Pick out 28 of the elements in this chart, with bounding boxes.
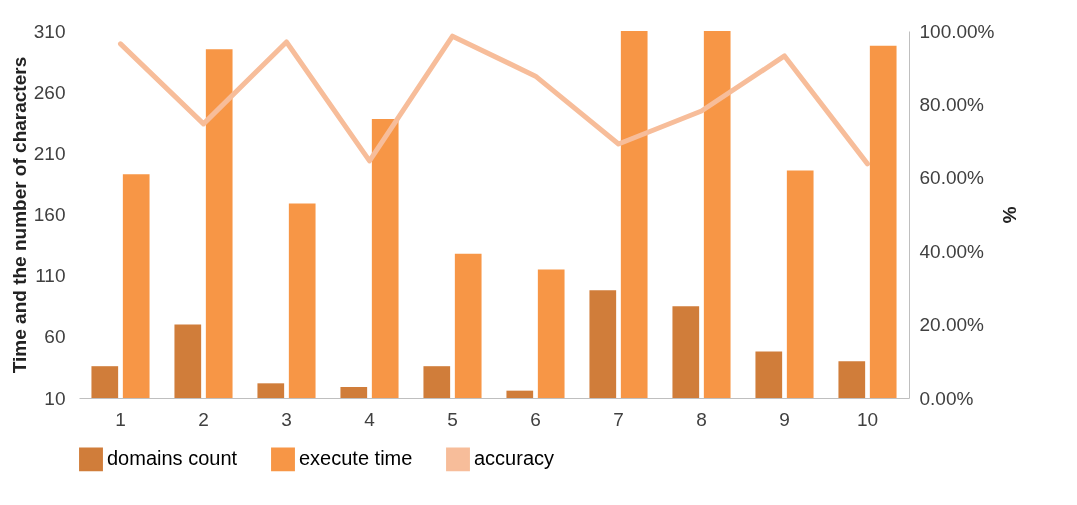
legend-label: execute time (299, 447, 413, 470)
y2-tick-label: 40.00% (919, 240, 985, 262)
x-tick-label: 7 (613, 408, 624, 430)
y2-axis-title: % (998, 206, 1020, 224)
x-tick-label: 4 (364, 408, 376, 430)
x-tick-label: 3 (281, 408, 292, 430)
y-tick-label: 210 (33, 142, 66, 164)
y-tick-label: 10 (44, 387, 66, 409)
x-tick-label: 9 (779, 408, 790, 430)
x-tick-label: 8 (696, 408, 707, 430)
y2-tick-label: 60.00% (919, 167, 985, 189)
legend-label: domains count (107, 447, 238, 470)
y-axis-title: Time and the number of characters (8, 56, 30, 374)
y-tick-label: 160 (33, 204, 66, 225)
y-tick-label: 60 (44, 326, 66, 348)
x-tick-label: 10 (856, 408, 879, 430)
y-tick-label: 260 (33, 81, 66, 103)
y2-tick-label: 80.00% (919, 93, 985, 115)
y2-tick-label: 0.00% (919, 387, 974, 409)
x-tick-label: 1 (115, 408, 126, 430)
y2-tick-label: 20.00% (919, 314, 985, 336)
x-tick-label: 6 (530, 408, 541, 430)
y2-tick-label: 100.00% (919, 20, 995, 42)
y-tick-label: 310 (33, 20, 66, 42)
legend-label: accuracy (474, 447, 555, 470)
x-tick-label: 5 (447, 408, 458, 430)
x-tick-label: 2 (198, 408, 209, 430)
y-tick-label: 110 (35, 265, 66, 287)
